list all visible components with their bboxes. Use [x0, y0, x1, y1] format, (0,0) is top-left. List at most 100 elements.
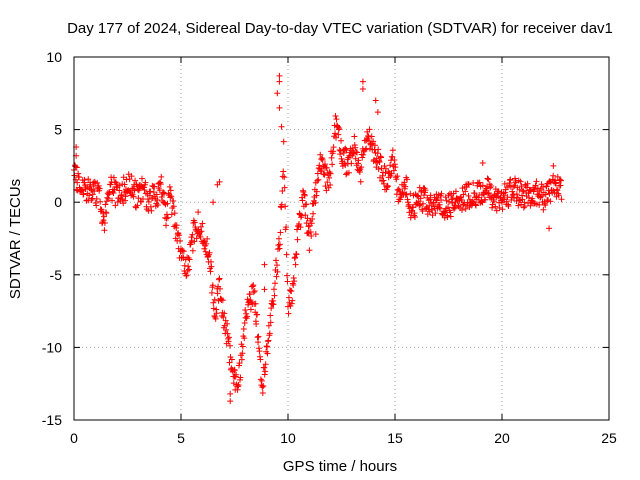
data-point — [216, 275, 223, 282]
data-point — [168, 193, 175, 200]
data-point — [103, 210, 110, 217]
data-point — [476, 179, 483, 186]
data-point — [98, 206, 105, 213]
data-point — [226, 334, 233, 341]
data-point — [161, 199, 168, 206]
y-tick-label: -10 — [42, 339, 62, 355]
data-point — [348, 160, 355, 167]
data-point — [281, 174, 288, 181]
data-point — [416, 202, 423, 209]
data-point — [241, 320, 248, 327]
data-point — [465, 181, 472, 188]
data-point — [527, 202, 534, 209]
data-point — [284, 278, 291, 285]
data-point — [260, 383, 267, 390]
data-point — [236, 360, 243, 367]
data-point — [275, 242, 282, 249]
data-point — [250, 282, 257, 289]
data-point — [321, 171, 328, 178]
data-point — [527, 187, 534, 194]
data-point — [110, 174, 117, 181]
data-point — [296, 221, 303, 228]
data-point — [472, 202, 479, 209]
data-point — [445, 204, 452, 211]
data-point — [288, 287, 295, 294]
data-point — [540, 206, 547, 213]
data-point — [521, 203, 528, 210]
data-point — [191, 238, 198, 245]
data-point — [318, 156, 325, 163]
data-point — [516, 186, 523, 193]
data-point — [88, 196, 95, 203]
data-point — [211, 296, 218, 303]
data-point — [442, 208, 449, 215]
data-point — [492, 203, 499, 210]
data-point — [176, 232, 183, 239]
data-point — [558, 177, 565, 184]
x-tick-label: 10 — [280, 430, 296, 446]
data-point — [254, 311, 261, 318]
data-point — [85, 176, 92, 183]
data-point — [432, 210, 439, 217]
data-point — [261, 261, 268, 268]
data-point — [419, 207, 426, 214]
data-point — [283, 224, 290, 231]
data-point — [112, 202, 119, 209]
data-point — [509, 191, 516, 198]
data-point — [154, 201, 161, 208]
data-point — [267, 319, 274, 326]
data-point — [539, 192, 546, 199]
data-point — [298, 212, 305, 219]
data-point — [267, 312, 274, 319]
data-point — [335, 131, 342, 138]
data-point — [256, 348, 263, 355]
data-point — [387, 162, 394, 169]
data-point — [515, 202, 522, 209]
data-point — [179, 247, 186, 254]
data-point — [257, 376, 264, 383]
data-point — [538, 181, 545, 188]
data-point — [321, 161, 328, 168]
data-point — [551, 189, 558, 196]
data-point — [212, 315, 219, 322]
data-point — [276, 241, 283, 248]
data-point — [198, 228, 205, 235]
data-point — [227, 390, 234, 397]
data-point — [89, 191, 96, 198]
data-point — [121, 181, 128, 188]
data-point — [271, 292, 278, 299]
data-point — [228, 356, 235, 363]
data-point — [366, 126, 373, 133]
data-point — [546, 190, 553, 197]
data-point — [452, 188, 459, 195]
data-point — [148, 207, 155, 214]
data-point — [325, 184, 332, 191]
data-point — [438, 196, 445, 203]
data-point — [220, 314, 227, 321]
data-point — [214, 290, 221, 297]
data-point — [96, 185, 103, 192]
data-point — [403, 191, 410, 198]
data-point — [276, 104, 283, 111]
data-point — [110, 189, 117, 196]
data-point — [516, 197, 523, 204]
data-point — [283, 251, 290, 258]
data-point — [161, 189, 168, 196]
data-point — [317, 151, 324, 158]
data-point — [122, 193, 129, 200]
data-point — [185, 263, 192, 270]
data-point — [518, 201, 525, 208]
data-point — [163, 222, 170, 229]
data-point — [128, 173, 135, 180]
data-point — [340, 149, 347, 156]
data-point — [280, 138, 287, 145]
data-point — [332, 113, 339, 120]
data-point — [250, 289, 257, 296]
data-point — [73, 164, 80, 171]
data-point — [271, 280, 278, 287]
data-point — [389, 153, 396, 160]
data-point — [438, 190, 445, 197]
data-point — [332, 130, 339, 137]
data-point — [205, 253, 212, 260]
